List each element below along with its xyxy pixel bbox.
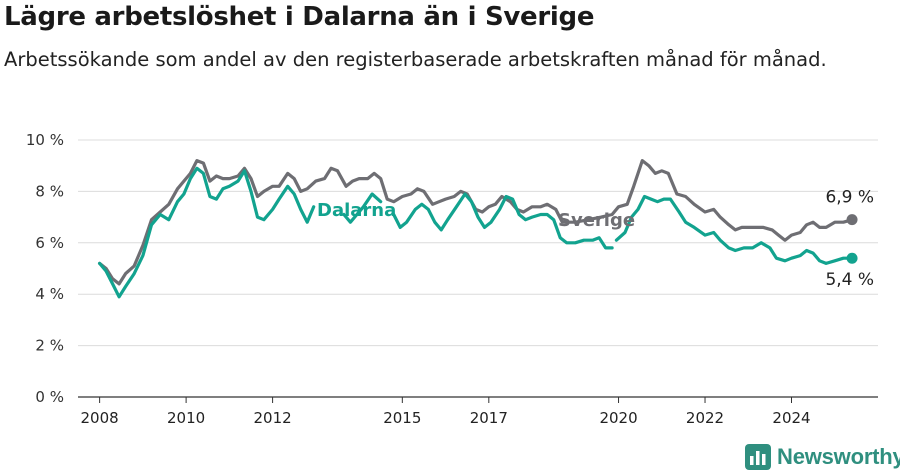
y-gridlines <box>78 139 878 347</box>
sverige-end-label: 6,9 % <box>825 188 874 208</box>
series-label-sverige: Sverige <box>558 210 635 231</box>
dalarna-line <box>98 166 316 299</box>
sverige-line <box>98 159 854 286</box>
x-tick-label: 2015 <box>383 409 421 427</box>
series-lines <box>98 159 854 299</box>
brand-name: Newsworthy <box>777 444 900 469</box>
y-tick-label: 4 % <box>35 285 64 303</box>
dalarna-end-marker <box>846 252 858 264</box>
y-tick-label: 8 % <box>35 182 64 200</box>
newsworthy-brand[interactable]: Newsworthy <box>745 443 900 471</box>
dalarna-end-label: 5,4 % <box>825 270 874 290</box>
newsworthy-logo-icon <box>745 444 771 470</box>
x-axis: 2008 2010 2012 2015 2017 2020 2022 2024 <box>78 396 878 427</box>
dalarna-line <box>614 194 854 265</box>
dalarna-line <box>342 192 383 224</box>
x-tick-label: 2008 <box>81 409 119 427</box>
x-tick-label: 2012 <box>254 409 292 427</box>
series-labels: Sverige Dalarna 6,9 % 5,4 % <box>317 188 874 291</box>
dalarna-line <box>392 192 614 250</box>
x-tick-label: 2017 <box>470 409 508 427</box>
x-tick-label: 2024 <box>772 409 810 427</box>
y-axis: 0 % 2 % 4 % 6 % 8 % 10 % <box>26 131 64 406</box>
chart-subtitle: Arbetssökande som andel av den registerb… <box>4 48 827 71</box>
y-tick-label: 0 % <box>35 388 64 406</box>
y-tick-label: 10 % <box>26 131 64 149</box>
y-tick-label: 2 % <box>35 337 64 355</box>
x-tick-label: 2020 <box>599 409 637 427</box>
y-tick-label: 6 % <box>35 234 64 252</box>
chart-title: Lägre arbetslöshet i Dalarna än i Sverig… <box>4 2 595 32</box>
sverige-end-marker <box>846 214 858 226</box>
x-tick-label: 2022 <box>686 409 724 427</box>
x-tick-label: 2010 <box>167 409 205 427</box>
series-label-dalarna: Dalarna <box>317 200 396 221</box>
